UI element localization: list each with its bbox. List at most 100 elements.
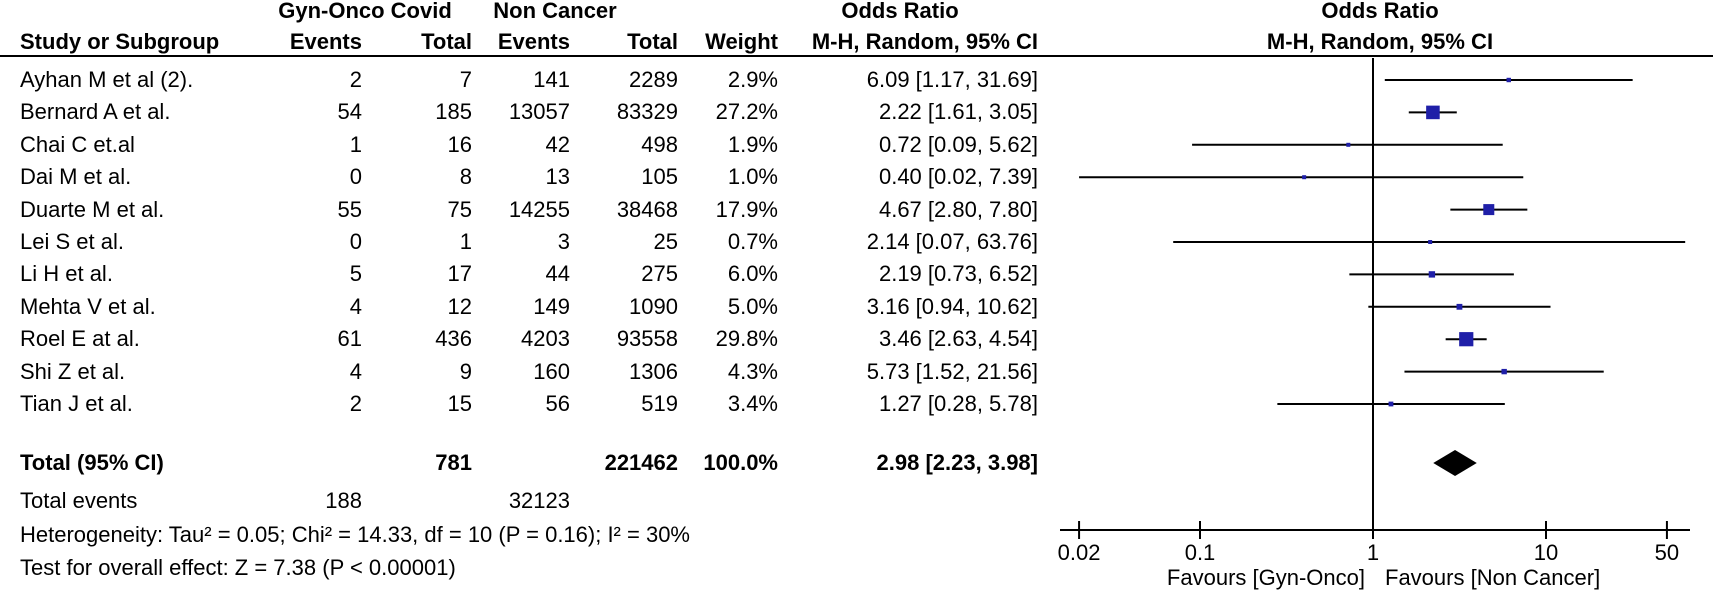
- study-weight: 1.9%: [727, 131, 778, 157]
- study-total1: 436: [435, 326, 472, 352]
- header-divider: [0, 55, 1713, 57]
- study-events1: 61: [337, 326, 362, 352]
- total-label: Total (95% CI): [20, 450, 164, 475]
- study-total2: 83329: [616, 99, 678, 125]
- study-weight: 4.3%: [727, 358, 778, 384]
- total-ci: 2.98 [2.23, 3.98]: [876, 450, 1038, 475]
- study-name: Roel E at al.: [20, 326, 140, 352]
- favours-right-label: Favours [Non Cancer]: [1385, 565, 1600, 590]
- total-events-label: Total events: [20, 488, 138, 513]
- study-marker: [1501, 368, 1507, 375]
- study-marker: [1428, 240, 1433, 244]
- study-events1: 2: [349, 391, 362, 416]
- study-name: Shi Z et al.: [20, 358, 126, 384]
- study-events2: 13: [545, 164, 570, 190]
- study-total1: 75: [447, 196, 472, 222]
- header-study: Study or Subgroup: [20, 29, 220, 54]
- study-events1: 1: [349, 131, 362, 157]
- header-total1: Total: [421, 29, 472, 54]
- total-events1: 188: [325, 488, 362, 513]
- study-total1: 15: [447, 391, 472, 416]
- study-name: Li H et al.: [20, 261, 113, 287]
- study-total1: 7: [459, 67, 472, 92]
- study-weight: 6.0%: [727, 261, 778, 287]
- study-total1: 9: [459, 358, 472, 384]
- study-name: Ayhan M et al (2).: [20, 67, 194, 92]
- study-total2: 498: [641, 131, 678, 157]
- study-ci: 0.72 [0.09, 5.62]: [878, 131, 1038, 157]
- study-ci: 2.14 [0.07, 63.76]: [866, 229, 1038, 254]
- pooled-diamond: [1433, 450, 1477, 476]
- study-ci: 2.22 [1.61, 3.05]: [878, 99, 1038, 125]
- overall-effect-text: Test for overall effect: Z = 7.38 (P < 0…: [20, 555, 456, 580]
- study-total2: 38468: [616, 196, 678, 222]
- study-total2: 1090: [629, 293, 678, 319]
- study-name: Bernard A et al.: [20, 99, 171, 125]
- study-events1: 4: [349, 358, 362, 384]
- header-odds-ratio-table: Odds Ratio: [841, 0, 959, 23]
- study-weight: 17.9%: [715, 196, 778, 222]
- header-method-plot: M-H, Random, 95% CI: [1266, 29, 1494, 54]
- study-total2: 275: [641, 261, 678, 287]
- study-events1: 54: [337, 99, 362, 125]
- header-events2: Events: [497, 29, 570, 54]
- study-total1: 185: [435, 99, 472, 125]
- study-ci: 2.19 [0.73, 6.52]: [878, 261, 1038, 287]
- x-tick-label: 0.02: [1058, 540, 1101, 565]
- study-events1: 0: [349, 229, 362, 254]
- study-events2: 149: [533, 293, 570, 319]
- study-weight: 1.0%: [727, 164, 778, 190]
- study-marker: [1428, 271, 1436, 278]
- study-marker: [1388, 401, 1394, 407]
- study-events1: 4: [349, 293, 362, 319]
- study-total1: 8: [459, 164, 472, 190]
- study-ci: 1.27 [0.28, 5.78]: [878, 391, 1038, 416]
- study-name: Duarte M et al.: [20, 196, 165, 222]
- header-total2: Total: [627, 29, 678, 54]
- header-method-table: M-H, Random, 95% CI: [811, 29, 1038, 54]
- study-total2: 93558: [616, 326, 678, 352]
- study-ci: 3.16 [0.94, 10.62]: [866, 293, 1038, 319]
- study-weight: 0.7%: [727, 229, 778, 254]
- total-weight: 100.0%: [703, 450, 778, 475]
- study-events2: 141: [533, 67, 570, 92]
- x-tick-label: 10: [1534, 540, 1558, 565]
- header-group1: Gyn-Onco Covid: [278, 0, 452, 23]
- study-total2: 2289: [629, 67, 678, 92]
- study-marker: [1483, 204, 1495, 216]
- header-events1: Events: [289, 29, 362, 54]
- study-marker: [1506, 77, 1511, 83]
- study-marker: [1302, 175, 1307, 180]
- study-total1: 17: [447, 261, 472, 287]
- study-marker: [1459, 332, 1474, 347]
- study-name: Dai M et al.: [20, 164, 132, 190]
- study-ci: 5.73 [1.52, 21.56]: [866, 358, 1038, 384]
- study-total1: 1: [459, 229, 472, 254]
- total-total1: 781: [435, 450, 472, 475]
- study-events2: 44: [545, 261, 570, 287]
- study-weight: 3.4%: [727, 391, 778, 416]
- x-tick-label: 50: [1655, 540, 1679, 565]
- study-weight: 5.0%: [727, 293, 778, 319]
- study-total2: 25: [653, 229, 678, 254]
- study-name: Chai C et.al: [20, 131, 135, 157]
- study-ci: 0.40 [0.02, 7.39]: [878, 164, 1038, 190]
- study-events2: 56: [545, 391, 570, 416]
- study-name: Tian J et al.: [20, 391, 133, 416]
- study-ci: 3.46 [2.63, 4.54]: [878, 326, 1038, 352]
- heterogeneity-text: Heterogeneity: Tau² = 0.05; Chi² = 14.33…: [20, 522, 690, 547]
- study-events2: 4203: [521, 326, 570, 352]
- study-events2: 3: [557, 229, 570, 254]
- study-total2: 1306: [629, 358, 678, 384]
- favours-left-label: Favours [Gyn-Onco]: [1167, 565, 1365, 590]
- header-odds-ratio-plot: Odds Ratio: [1321, 0, 1439, 23]
- study-name: Lei S et al.: [20, 229, 124, 254]
- total-total2: 221462: [604, 450, 678, 475]
- study-marker: [1456, 303, 1463, 310]
- study-events2: 42: [545, 131, 570, 157]
- study-total2: 519: [641, 391, 678, 416]
- study-events1: 0: [349, 164, 362, 190]
- header-weight: Weight: [705, 29, 778, 54]
- study-weight: 27.2%: [715, 99, 778, 125]
